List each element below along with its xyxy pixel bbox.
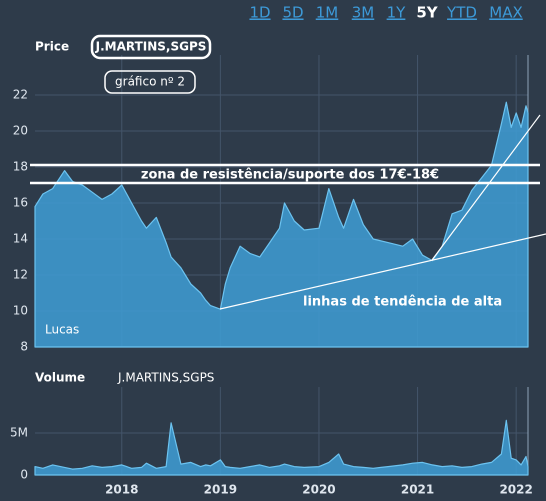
- y-tick-label: 14: [13, 232, 28, 246]
- data-layer: [34, 101, 529, 476]
- symbol: J.MARTINS,SGPS: [117, 371, 214, 385]
- y-tick-label: 18: [13, 160, 28, 174]
- symbol: J.MARTINS,SGPS: [95, 40, 207, 54]
- panel-title: Price: [35, 40, 69, 54]
- y-tick-label: 12: [13, 268, 28, 282]
- y-tick-label: 22: [13, 88, 28, 102]
- y-tick-label: 16: [13, 196, 28, 210]
- x-tick-label: 2020: [302, 483, 335, 497]
- range-button[interactable]: 5Y: [416, 4, 438, 22]
- trend-line: [219, 233, 546, 310]
- range-button[interactable]: 1M: [316, 4, 339, 22]
- annotation: zona de resistência/suporte dos 17€-18€: [141, 168, 439, 183]
- y-tick-label: 8: [20, 340, 28, 354]
- symbol-box: [90, 34, 212, 60]
- y-tick-label: 5M: [10, 426, 28, 440]
- range-button[interactable]: YTD: [446, 4, 477, 22]
- y-tick-label: 0: [20, 468, 28, 482]
- x-tick-label: 2019: [204, 483, 237, 497]
- author: Lucas: [45, 323, 79, 337]
- range-button[interactable]: 1D: [249, 4, 270, 22]
- range-button[interactable]: 3M: [352, 4, 375, 22]
- y-tick-label: 20: [13, 124, 28, 138]
- x-tick-label: 2018: [105, 483, 138, 497]
- range-button[interactable]: MAX: [489, 4, 522, 22]
- note-box: [104, 70, 196, 94]
- area: [34, 419, 529, 476]
- trend-line: [431, 114, 541, 261]
- panel-title: Volume: [35, 371, 85, 385]
- annotation: linhas de tendência de alta: [303, 295, 502, 310]
- x-tick-label: 2021: [401, 483, 434, 497]
- range-button[interactable]: 1Y: [387, 4, 407, 22]
- range-button[interactable]: 5D: [282, 4, 303, 22]
- area: [34, 101, 529, 348]
- y-tick-label: 10: [13, 304, 28, 318]
- x-tick-label: 2022: [499, 483, 532, 497]
- note: gráfico nº 2: [115, 75, 185, 89]
